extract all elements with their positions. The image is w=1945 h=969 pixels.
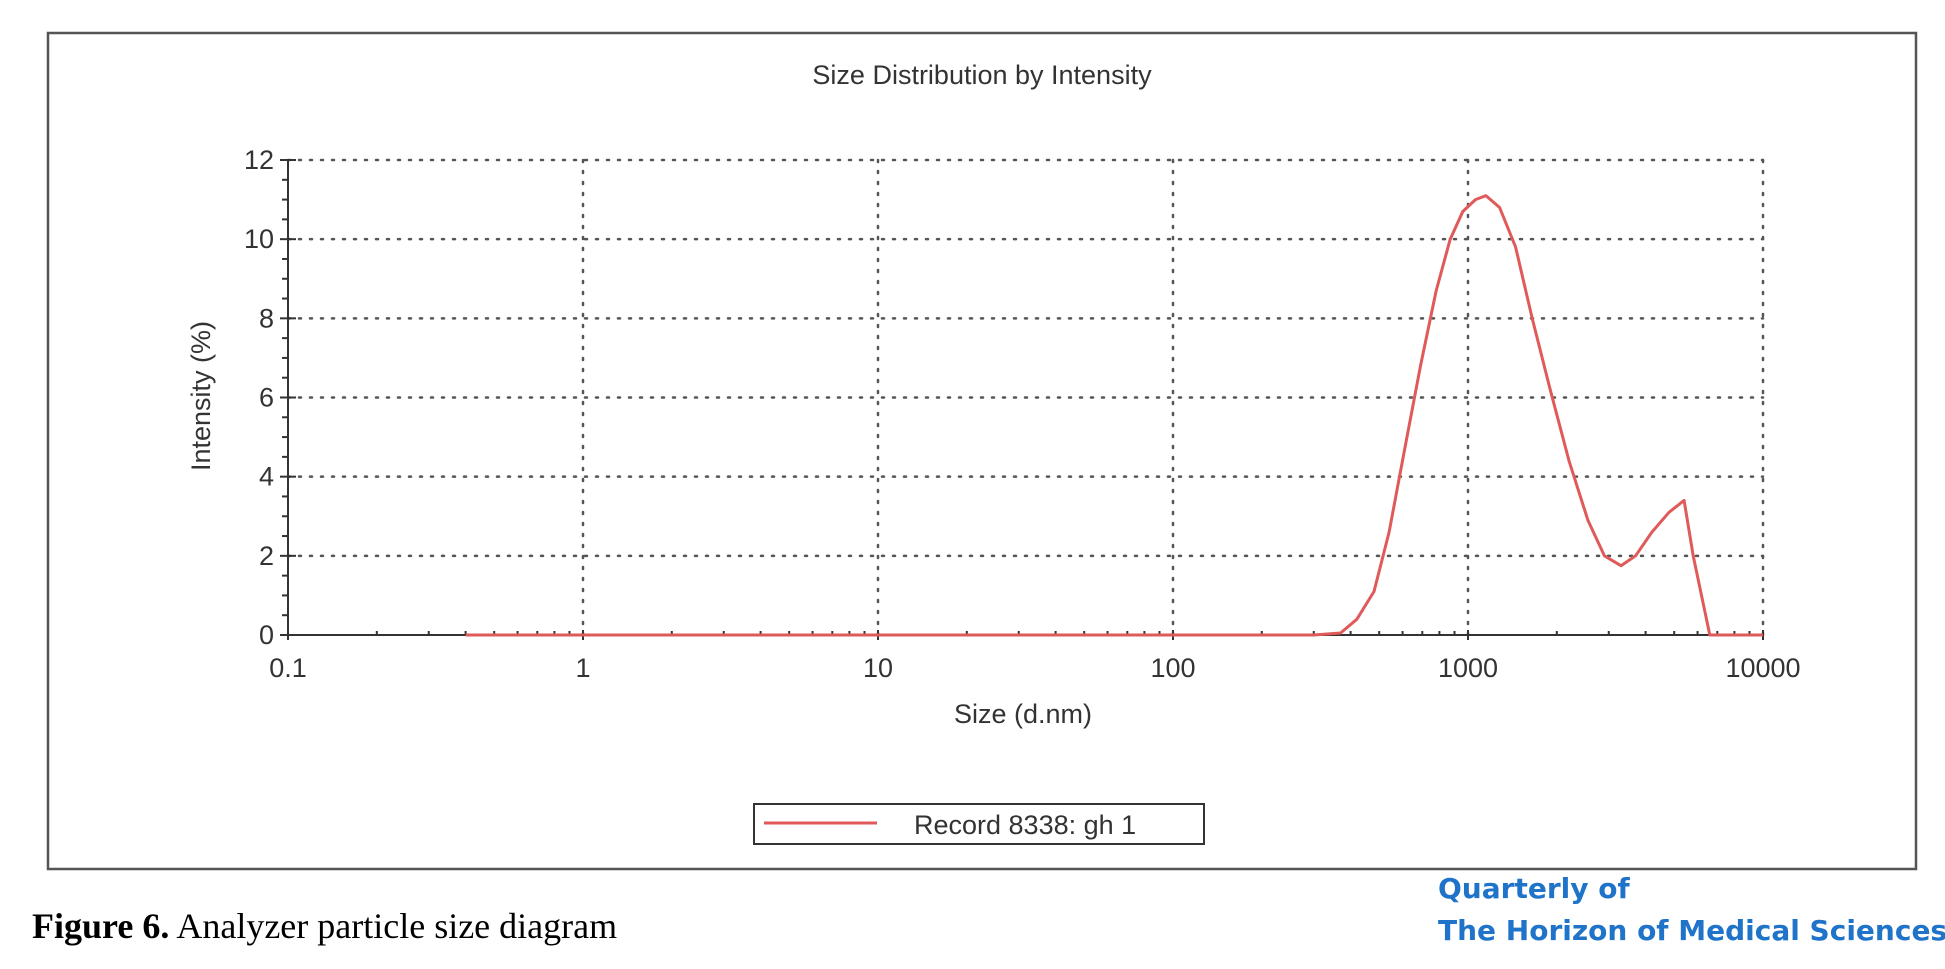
y-axis-label: Intensity (%) (186, 321, 216, 471)
y-tick-label: 12 (244, 145, 274, 175)
series-line (465, 194, 1763, 637)
figure-caption-text: Analyzer particle size diagram (169, 906, 618, 946)
y-tick-label: 10 (244, 224, 274, 254)
x-tick-label: 100 (1150, 653, 1195, 683)
grid-lines (286, 158, 1765, 637)
x-tick-label: 0.1 (269, 653, 307, 683)
legend-label: Record 8338: gh 1 (914, 810, 1136, 840)
figure-label: Figure 6. (32, 906, 170, 946)
x-axis-label: Size (d.nm) (954, 699, 1092, 729)
y-tick-label: 4 (259, 462, 274, 492)
x-tick-label: 10000 (1725, 653, 1800, 683)
x-tick-label: 1 (575, 653, 590, 683)
figure-caption: Figure 6. Analyzer particle size diagram (32, 905, 617, 947)
y-tick-label: 0 (259, 620, 274, 650)
series-layer (465, 194, 1763, 637)
journal-line-2: The Horizon of Medical Sciences (1438, 914, 1945, 947)
journal-line-1: Quarterly of (1438, 872, 1630, 905)
y-tick-label: 6 (259, 383, 274, 413)
y-tick-label: 8 (259, 303, 274, 333)
legend: Record 8338: gh 1 (753, 803, 1205, 845)
journal-logo: Quarterly of The Horizon of Medical Scie… (1438, 868, 1945, 952)
chart-frame (46, 31, 1918, 871)
axis-ticks: 0 2 4 6 8 10 12 0.1 1 10 100 1000 10000 (244, 145, 1801, 683)
chart-title: Size Distribution by Intensity (812, 60, 1152, 90)
x-tick-label: 10 (863, 653, 893, 683)
y-tick-label: 2 (259, 541, 274, 571)
x-tick-label: 1000 (1438, 653, 1498, 683)
